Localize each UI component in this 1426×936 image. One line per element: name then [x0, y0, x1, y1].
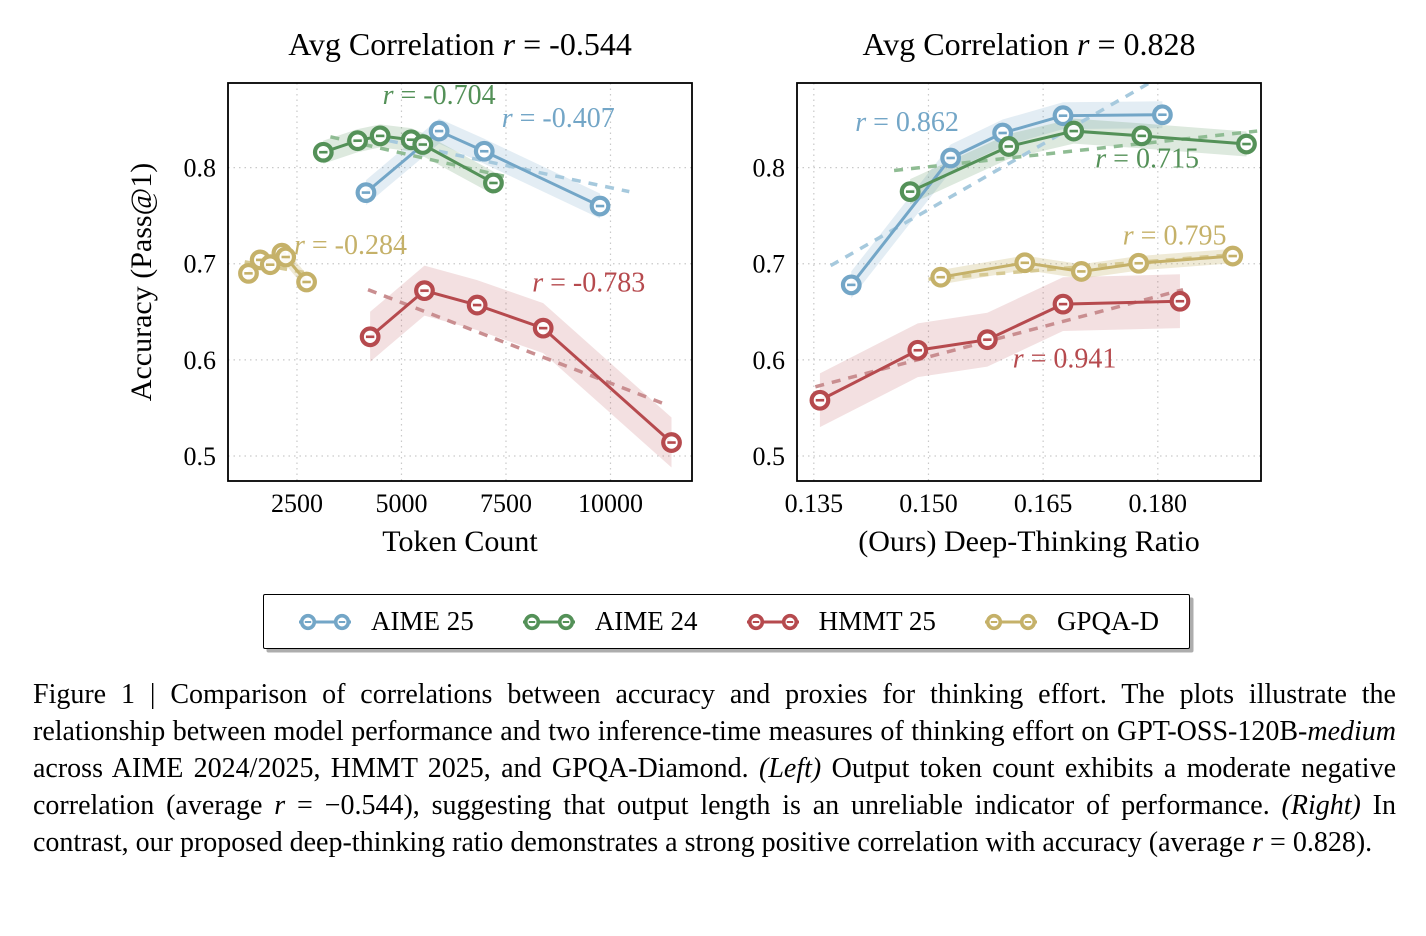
caption-run-italic: medium	[1307, 716, 1396, 747]
legend: AIME 25 AIME 24 HMMT 25 GPQA-D	[263, 594, 1190, 649]
aime-25-trend-line	[829, 83, 1152, 268]
series-aime-24	[899, 120, 1257, 203]
legend-series-marker-icon	[984, 613, 1037, 630]
grid	[228, 83, 692, 481]
figure-caption: Figure 1 | Comparison of correlations be…	[33, 676, 1396, 861]
svg-text:0.5: 0.5	[753, 442, 786, 471]
aime-24-trend-line	[330, 135, 505, 178]
y-tick-labels: 0.8 0.7 0.6 0.5	[184, 154, 217, 471]
legend-label: GPQA-D	[1056, 606, 1159, 636]
legend-label: AIME 25	[371, 606, 474, 636]
series-hmmt-25	[809, 290, 1191, 411]
svg-text:5000: 5000	[375, 489, 427, 518]
svg-text:0.8: 0.8	[184, 154, 217, 183]
svg-text:10000: 10000	[578, 489, 643, 518]
legend-item-gpqa-d: GPQA-D	[980, 606, 1159, 637]
legend-label: AIME 24	[594, 606, 698, 636]
gpqa-d-correlation-label: r = -0.284	[294, 230, 407, 261]
caption-run-italic: r	[274, 790, 286, 821]
x-axis-label: (Ours) Deep-Thinking Ratio	[858, 525, 1200, 558]
legend-series-marker-icon	[299, 613, 351, 630]
svg-text:0.6: 0.6	[184, 346, 217, 375]
series-gpqa-d	[930, 245, 1244, 288]
svg-text:0.180: 0.180	[1129, 489, 1188, 518]
aime-24-band	[910, 118, 1247, 205]
y-tick-labels: 0.8 0.7 0.6 0.5	[753, 154, 786, 471]
right-chart: r = 0.862 r = 0.715 r = 0.941 r = 0.795 0.13…	[753, 26, 1262, 558]
plot-title: Avg Correlation r = -0.544	[288, 26, 632, 62]
legend-item-aime-24: AIME 24	[518, 606, 698, 637]
caption-run: across AIME 2024/2025, HMMT 2025, and GP…	[33, 753, 760, 784]
aime-25-correlation-label: r = 0.862	[855, 107, 959, 138]
svg-text:2500: 2500	[271, 489, 323, 518]
hmmt-25-trend-line	[367, 288, 666, 406]
legend-series-marker-icon	[522, 613, 575, 630]
y-axis-label: Accuracy (Pass@1)	[125, 163, 158, 401]
svg-text:7500: 7500	[480, 489, 532, 518]
svg-text:0.8: 0.8	[753, 154, 786, 183]
x-tick-labels: 0.135 0.150 0.165 0.180	[785, 489, 1187, 518]
hmmt-25-correlation-label: r = -0.783	[532, 268, 645, 299]
plot-title: Avg Correlation r = 0.828	[863, 26, 1196, 62]
aime-24-correlation-label: r = -0.704	[383, 80, 496, 111]
aime-25-correlation-label: r = -0.407	[502, 103, 615, 134]
legend-label: HMMT 25	[818, 606, 936, 636]
caption-run: Output token count exhibits a moderate n…	[33, 753, 1397, 821]
caption-run: In contrast, our proposed deep-thinking …	[33, 790, 1396, 858]
svg-text:0.6: 0.6	[753, 346, 786, 375]
caption-run: = 0.828).	[1263, 827, 1373, 858]
caption-run-italic: (Left)	[759, 753, 822, 784]
aime-24-correlation-label: r = 0.715	[1095, 144, 1199, 175]
hmmt-25-trend-line	[814, 287, 1184, 389]
svg-text:0.135: 0.135	[785, 489, 844, 518]
caption-run: Figure 1 | Comparison of correlations be…	[33, 679, 1396, 747]
gpqa-d-correlation-label: r = 0.795	[1123, 221, 1227, 252]
svg-text:0.5: 0.5	[184, 442, 217, 471]
series-hmmt-25	[359, 280, 682, 453]
svg-text:0.7: 0.7	[753, 250, 786, 279]
x-tick-labels: 2500 5000 7500 10000	[271, 489, 643, 518]
x-axis-label: Token Count	[382, 525, 538, 558]
svg-text:0.165: 0.165	[1014, 489, 1073, 518]
caption-run-italic: r	[1252, 827, 1264, 858]
series-aime-24	[312, 125, 504, 194]
hmmt-25-band	[370, 265, 672, 468]
plot-frame	[227, 82, 693, 482]
hmmt-25-correlation-label: r = 0.941	[1013, 344, 1117, 375]
legend-item-aime-25: AIME 25	[294, 606, 474, 637]
caption-run-italic: (Right)	[1281, 790, 1361, 821]
plot-frame	[796, 82, 1262, 482]
svg-text:0.150: 0.150	[899, 489, 958, 518]
hmmt-25-band	[819, 274, 1180, 428]
legend-item-hmmt-25: HMMT 25	[742, 606, 936, 637]
caption-run: = −0.544), suggesting that output length…	[285, 790, 1282, 821]
series-gpqa-d	[238, 242, 317, 293]
legend-series-marker-icon	[746, 613, 799, 630]
svg-text:0.7: 0.7	[184, 250, 217, 279]
series-aime-25	[355, 120, 611, 217]
